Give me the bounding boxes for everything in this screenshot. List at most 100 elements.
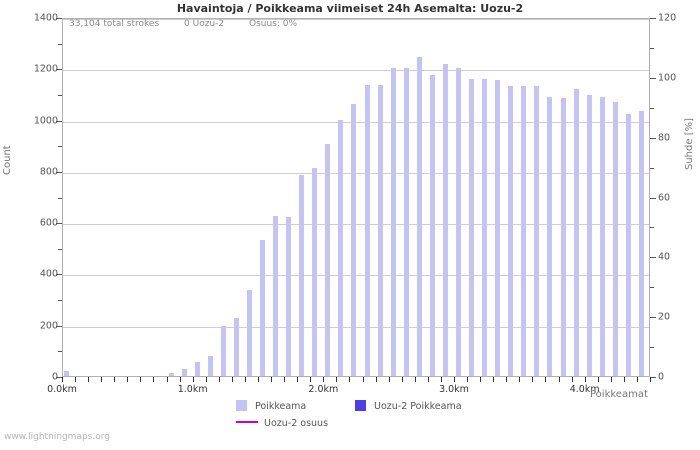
bar bbox=[312, 168, 318, 376]
x-tick-mark bbox=[532, 377, 534, 382]
y2-tick-mark bbox=[650, 257, 656, 259]
bar bbox=[429, 74, 435, 376]
bar bbox=[220, 326, 226, 376]
y-tick-mark bbox=[56, 377, 62, 378]
bar bbox=[482, 78, 488, 376]
x-tick-mark bbox=[401, 377, 403, 382]
legend-item-poikkeama[interactable]: Poikkeama bbox=[236, 400, 306, 412]
x-tick-mark bbox=[440, 377, 442, 382]
legend-line-icon bbox=[236, 421, 258, 423]
total-strokes-text: 33,104 total strokes bbox=[69, 19, 160, 29]
x-tick-mark bbox=[140, 377, 142, 382]
y-tick-mark bbox=[58, 351, 62, 353]
x-tick-mark bbox=[506, 377, 508, 382]
y2-tick-label: 120 bbox=[658, 12, 677, 24]
x-tick-mark bbox=[271, 377, 273, 382]
bar bbox=[273, 215, 279, 376]
x-tick-mark bbox=[480, 377, 482, 382]
y2-tick-mark bbox=[650, 167, 654, 169]
x-tick-mark bbox=[623, 377, 625, 382]
bar bbox=[194, 361, 200, 376]
y-tick-mark bbox=[56, 18, 62, 19]
x-tick-mark bbox=[597, 377, 599, 382]
x-tick-mark bbox=[636, 377, 638, 382]
y-tick-mark bbox=[58, 43, 62, 45]
y-tick-mark bbox=[56, 120, 62, 122]
y-tick-label: 0 bbox=[51, 371, 58, 383]
page-title: Havaintoja / Poikkeama viimeiset 24h Ase… bbox=[176, 2, 524, 15]
x-tick-mark bbox=[467, 377, 469, 382]
y-tick-label: 200 bbox=[39, 320, 58, 332]
x-tick-mark bbox=[519, 377, 521, 382]
legend-item-uozu2-osuus[interactable]: Uozu-2 osuus bbox=[236, 418, 328, 429]
y2-tick-mark bbox=[650, 47, 654, 49]
legend-swatch-icon bbox=[236, 400, 247, 411]
x-tick-mark bbox=[414, 377, 416, 382]
y-axis-label: Count bbox=[2, 145, 13, 175]
station-strokes-text: 0 Uozu-2 bbox=[184, 19, 225, 29]
bar bbox=[64, 371, 69, 376]
bar bbox=[560, 97, 566, 376]
x-tick-mark bbox=[336, 377, 338, 382]
x-tick-mark bbox=[297, 377, 299, 382]
x-tick-mark bbox=[127, 377, 129, 382]
x-tick-mark bbox=[284, 377, 286, 382]
bar bbox=[599, 96, 605, 376]
y2-tick-label: 80 bbox=[658, 132, 671, 144]
legend-item-uozu2-poikkeama[interactable]: Uozu-2 Poikkeama bbox=[355, 400, 462, 412]
bar bbox=[456, 68, 461, 376]
x-tick-mark bbox=[218, 377, 220, 382]
x-tick-mark bbox=[205, 377, 207, 382]
x-tick-mark bbox=[114, 377, 116, 382]
x-tick-mark bbox=[388, 377, 390, 382]
x-tick-mark bbox=[349, 377, 351, 382]
y2-tick-mark bbox=[650, 287, 654, 289]
bar bbox=[534, 86, 540, 376]
bar bbox=[638, 110, 644, 376]
bar bbox=[508, 86, 514, 376]
x-tick-mark bbox=[258, 377, 259, 382]
y-tick-mark bbox=[58, 146, 62, 148]
bar bbox=[612, 101, 618, 376]
bar bbox=[547, 96, 553, 376]
x-tick-mark bbox=[323, 377, 325, 382]
y-tick-label: 1000 bbox=[33, 115, 58, 127]
bar bbox=[207, 356, 213, 376]
y2-tick-label: 20 bbox=[658, 311, 671, 323]
y2-tick-label: 40 bbox=[658, 251, 671, 263]
y2-tick-mark bbox=[650, 137, 656, 139]
x-tick-mark bbox=[545, 377, 547, 382]
x-tick-mark bbox=[153, 377, 155, 382]
watermark: www.lightningmaps.org bbox=[4, 432, 110, 442]
x-tick-mark bbox=[650, 377, 651, 382]
gridline bbox=[63, 70, 649, 72]
x-tick-label: 2.0km bbox=[308, 384, 339, 395]
x-tick-mark bbox=[454, 377, 455, 382]
x-tick-mark bbox=[244, 377, 246, 382]
y2-tick-label: 60 bbox=[658, 192, 671, 203]
y2-tick-mark bbox=[650, 77, 656, 79]
bar bbox=[233, 317, 239, 376]
bar bbox=[586, 95, 592, 376]
x-tick-mark bbox=[375, 377, 377, 382]
x-tick-mark bbox=[310, 377, 312, 382]
share-text: Osuus: 0% bbox=[248, 19, 298, 29]
y-tick-label: 1200 bbox=[33, 63, 58, 75]
plot-area: 33,104 total strokes 0 Uozu-2 Osuus: 0% bbox=[62, 18, 650, 377]
x-tick-mark bbox=[558, 377, 560, 382]
x-tick-mark bbox=[427, 377, 429, 382]
x-tick-mark bbox=[101, 377, 103, 382]
y-tick-label: 600 bbox=[39, 217, 58, 229]
x-tick-mark bbox=[610, 377, 612, 382]
bar bbox=[181, 368, 187, 376]
bar bbox=[625, 114, 631, 376]
x-tick-label: 3.0km bbox=[439, 384, 469, 395]
bar bbox=[469, 78, 475, 376]
legend-label: Uozu-2 Poikkeama bbox=[374, 401, 462, 412]
x-tick-mark bbox=[571, 377, 573, 382]
x-tick-mark bbox=[75, 377, 77, 382]
y2-tick-mark bbox=[650, 18, 656, 19]
bar bbox=[364, 84, 370, 376]
gridline bbox=[63, 19, 649, 20]
